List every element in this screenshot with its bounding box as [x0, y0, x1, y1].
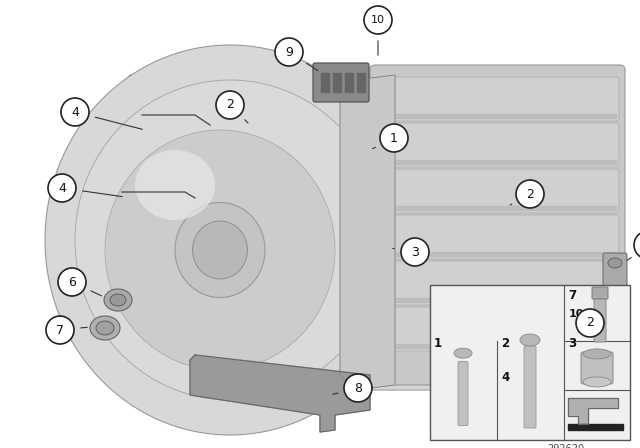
Text: 2: 2	[501, 337, 509, 350]
Text: 4: 4	[58, 181, 66, 194]
Text: 1: 1	[434, 337, 442, 350]
Circle shape	[48, 174, 76, 202]
Circle shape	[380, 124, 408, 152]
Ellipse shape	[175, 202, 265, 297]
FancyBboxPatch shape	[370, 65, 625, 385]
FancyBboxPatch shape	[375, 123, 619, 167]
Text: 6: 6	[68, 276, 76, 289]
Ellipse shape	[104, 289, 132, 311]
Text: 3: 3	[411, 246, 419, 258]
Ellipse shape	[193, 221, 248, 279]
Text: 2: 2	[586, 316, 594, 329]
Circle shape	[344, 374, 372, 402]
Polygon shape	[190, 355, 370, 432]
Circle shape	[216, 91, 244, 119]
FancyBboxPatch shape	[458, 362, 468, 426]
Text: 10: 10	[568, 309, 584, 319]
Text: 4: 4	[71, 105, 79, 119]
Circle shape	[46, 316, 74, 344]
FancyBboxPatch shape	[594, 292, 606, 342]
Text: 1: 1	[390, 132, 398, 145]
Circle shape	[634, 231, 640, 259]
Text: 2: 2	[526, 188, 534, 201]
Text: 292620: 292620	[547, 444, 584, 448]
Text: 7: 7	[56, 323, 64, 336]
Polygon shape	[568, 398, 618, 424]
FancyBboxPatch shape	[375, 169, 619, 213]
Ellipse shape	[110, 294, 126, 306]
FancyBboxPatch shape	[375, 307, 619, 351]
Circle shape	[401, 238, 429, 266]
Ellipse shape	[583, 377, 611, 387]
Circle shape	[516, 180, 544, 208]
Circle shape	[61, 98, 89, 126]
Bar	[430, 285, 630, 440]
Ellipse shape	[75, 80, 385, 400]
Circle shape	[364, 6, 392, 34]
Polygon shape	[333, 73, 341, 92]
Ellipse shape	[105, 130, 335, 370]
FancyBboxPatch shape	[313, 63, 369, 102]
Ellipse shape	[96, 321, 114, 335]
Text: 8: 8	[354, 382, 362, 395]
Circle shape	[58, 268, 86, 296]
Polygon shape	[340, 75, 395, 390]
FancyBboxPatch shape	[375, 261, 619, 305]
FancyBboxPatch shape	[524, 346, 536, 428]
Text: 4: 4	[501, 371, 509, 384]
Ellipse shape	[135, 150, 215, 220]
Ellipse shape	[520, 334, 540, 346]
FancyBboxPatch shape	[581, 352, 613, 384]
Circle shape	[576, 309, 604, 337]
Circle shape	[275, 38, 303, 66]
Polygon shape	[321, 73, 329, 92]
Text: 10: 10	[371, 15, 385, 25]
FancyBboxPatch shape	[592, 287, 608, 299]
FancyBboxPatch shape	[603, 253, 627, 289]
Ellipse shape	[90, 316, 120, 340]
Text: 2: 2	[226, 99, 234, 112]
Polygon shape	[357, 73, 365, 92]
Ellipse shape	[45, 45, 415, 435]
Ellipse shape	[608, 258, 622, 268]
Text: 3: 3	[568, 337, 576, 350]
Polygon shape	[568, 424, 623, 431]
Ellipse shape	[454, 348, 472, 358]
Ellipse shape	[583, 349, 611, 359]
Polygon shape	[100, 75, 600, 390]
Text: 9: 9	[285, 46, 293, 59]
FancyBboxPatch shape	[375, 215, 619, 259]
FancyBboxPatch shape	[375, 77, 619, 121]
Polygon shape	[345, 73, 353, 92]
Text: 7: 7	[568, 289, 577, 302]
